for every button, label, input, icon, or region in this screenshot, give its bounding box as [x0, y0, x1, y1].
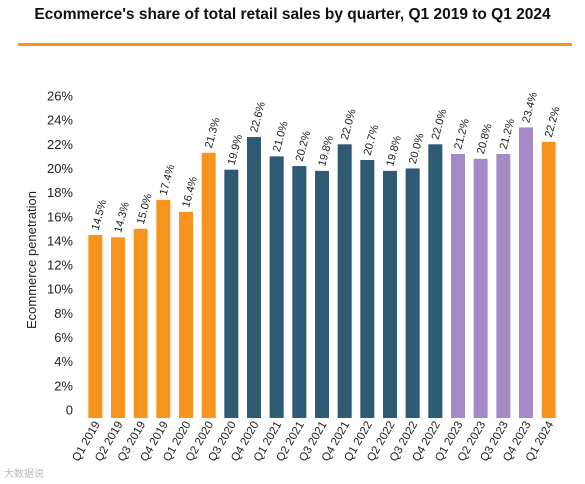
- bar-q1-2022: [360, 160, 375, 418]
- bar-q3-2020: [224, 169, 239, 418]
- bar-q4-2023: [519, 127, 533, 419]
- y-tick-label: 20%: [47, 161, 73, 176]
- data-label: 22.2%: [543, 105, 563, 138]
- bar-q4-2021: [337, 144, 352, 419]
- data-label: 22.0%: [339, 108, 359, 141]
- data-label: 17.4%: [158, 163, 178, 196]
- bar-q3-2023: [496, 153, 511, 418]
- bar-q3-2022: [405, 168, 420, 418]
- y-tick-label: 18%: [47, 185, 73, 200]
- y-tick-label: 26%: [47, 89, 73, 104]
- data-label: 23.4%: [520, 91, 540, 124]
- bar-q2-2023: [473, 158, 488, 419]
- watermark: 大数据说: [4, 469, 44, 480]
- bar-q1-2019: [88, 234, 103, 418]
- data-label: 22.6%: [248, 100, 268, 133]
- data-label: 20.0%: [407, 132, 427, 165]
- data-label: 21.2%: [498, 117, 518, 150]
- y-tick-label: 0: [66, 403, 73, 418]
- y-tick-label: 16%: [47, 209, 73, 224]
- y-tick-label: 24%: [47, 113, 73, 128]
- bar-q4-2020: [247, 137, 261, 419]
- bar-q2-2019: [111, 237, 125, 418]
- title-divider: [18, 43, 572, 46]
- data-label: 20.2%: [294, 129, 314, 162]
- data-label: 19.9%: [226, 133, 246, 166]
- y-tick-label: 12%: [47, 258, 73, 273]
- data-label: 20.7%: [362, 123, 382, 156]
- y-tick-label: 22%: [47, 137, 73, 152]
- y-tick-label: 4%: [54, 354, 73, 369]
- bar-q1-2020: [179, 211, 193, 418]
- y-tick-label: 6%: [54, 330, 73, 345]
- bar-q4-2019: [156, 199, 171, 418]
- data-label: 14.3%: [112, 201, 132, 234]
- bar-q1-2023: [451, 153, 465, 418]
- data-label: 22.0%: [430, 108, 450, 141]
- chart-title: Ecommerce's share of total retail sales …: [34, 6, 551, 23]
- bar-q4-2022: [428, 144, 443, 419]
- bar-q2-2020: [201, 152, 216, 418]
- y-axis-label: Ecommerce penetration: [24, 191, 39, 329]
- bar-q1-2024: [541, 141, 556, 418]
- data-label: 19.8%: [316, 134, 336, 167]
- bar-q3-2019: [133, 228, 148, 418]
- bar-q1-2021: [269, 156, 284, 418]
- data-label: 14.5%: [90, 198, 110, 231]
- bar-q2-2022: [383, 170, 397, 418]
- y-tick-label: 10%: [47, 282, 73, 297]
- data-label: 20.8%: [475, 122, 495, 155]
- data-label: 21.0%: [271, 120, 291, 153]
- data-label: 21.3%: [203, 116, 223, 149]
- data-label: 16.4%: [180, 175, 200, 208]
- y-tick-label: 8%: [54, 306, 73, 321]
- y-tick-label: 14%: [47, 233, 73, 248]
- data-label: 19.8%: [384, 134, 404, 167]
- data-label: 15.0%: [135, 192, 155, 225]
- y-tick-label: 2%: [54, 378, 73, 393]
- bar-q3-2021: [315, 170, 329, 418]
- bar-q2-2021: [292, 166, 307, 418]
- data-label: 21.2%: [452, 117, 472, 150]
